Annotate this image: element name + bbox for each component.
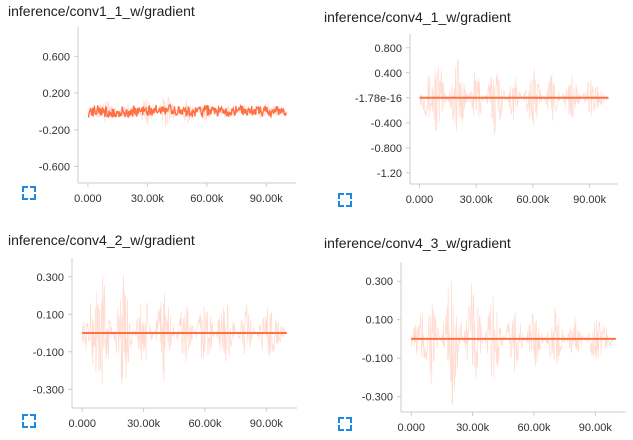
x-tick-label: 60.00k xyxy=(188,418,222,430)
y-tick-label: -0.300 xyxy=(362,392,393,404)
chart-card-conv4-2: inference/conv4_2_w/gradient 0.300 0.100 -0… xyxy=(0,226,316,440)
x-tick-label: 90.00k xyxy=(573,194,607,206)
chart-plot: 0.300 0.100 -0.100 -0.300 0.000 30.00k 60.00k 9… xyxy=(33,258,297,430)
x-tick-label: 0.000 xyxy=(68,418,96,430)
expand-icon-corner xyxy=(346,417,352,423)
expand-icon-corner xyxy=(30,414,36,420)
raw-series-line xyxy=(81,275,288,384)
x-tick-label: 0.000 xyxy=(74,193,102,205)
x-tick-label: 60.00k xyxy=(516,194,550,206)
y-tick-label: 0.800 xyxy=(374,43,402,55)
y-tick-label: 0.300 xyxy=(36,272,64,284)
fullscreen-expand-icon[interactable] xyxy=(338,417,352,431)
expand-icon-corner xyxy=(346,201,352,207)
chart-plot: 0.800 0.400 -1.78e-16 -0.400 -0.800 -1.20 0.00… xyxy=(355,34,618,206)
chart-title: inference/conv4_1_w/gradient xyxy=(324,9,511,25)
x-tick-label: 60.00k xyxy=(517,422,551,434)
x-tick-label: 60.00k xyxy=(190,193,224,205)
y-tick-label: -0.300 xyxy=(33,384,64,396)
y-tick-label: -0.600 xyxy=(39,161,70,173)
smoothed-series-line xyxy=(87,104,287,119)
fullscreen-expand-icon[interactable] xyxy=(22,186,36,200)
raw-series-line xyxy=(410,281,617,405)
expand-icon-corner xyxy=(22,414,28,420)
expand-icon-corner xyxy=(30,422,36,428)
y-tick-label: 0.600 xyxy=(42,51,70,63)
y-tick-label: 0.200 xyxy=(42,88,70,100)
x-tick-label: 30.00k xyxy=(127,418,161,430)
expand-icon-corner xyxy=(346,193,352,199)
chart-card-conv1-1: inference/conv1_1_w/gradient 0.600 0.200 -0… xyxy=(0,0,316,210)
y-tick-label: -1.78e-16 xyxy=(355,93,402,105)
fullscreen-expand-icon[interactable] xyxy=(338,193,352,207)
chart-card-conv4-3: inference/conv4_3_w/gradient 0.300 0.100 -0… xyxy=(316,226,633,440)
y-tick-label: -0.400 xyxy=(371,118,402,130)
expand-icon-corner xyxy=(30,186,36,192)
x-tick-label: 0.000 xyxy=(406,194,434,206)
expand-icon-corner xyxy=(22,186,28,192)
expand-icon-corner xyxy=(338,201,344,207)
chart-plot: 0.300 0.100 -0.100 -0.300 0.000 30.00k 60.00k 9… xyxy=(362,262,626,434)
x-tick-label: 30.00k xyxy=(460,194,494,206)
chart-title: inference/conv1_1_w/gradient xyxy=(8,3,195,19)
chart-title: inference/conv4_2_w/gradient xyxy=(8,232,195,248)
y-tick-label: -0.100 xyxy=(33,347,64,359)
x-tick-label: 90.00k xyxy=(579,422,613,434)
y-tick-label: -0.800 xyxy=(371,143,402,155)
expand-icon-corner xyxy=(338,193,344,199)
y-tick-label: 0.400 xyxy=(374,68,402,80)
expand-icon-corner xyxy=(30,194,36,200)
y-tick-label: -0.100 xyxy=(362,353,393,365)
y-tick-label: 0.300 xyxy=(365,276,393,288)
x-tick-label: 0.000 xyxy=(397,422,425,434)
fullscreen-expand-icon[interactable] xyxy=(22,414,36,428)
y-tick-label: -1.20 xyxy=(377,168,402,180)
expand-icon-corner xyxy=(346,425,352,431)
x-tick-label: 30.00k xyxy=(131,193,165,205)
x-tick-label: 90.00k xyxy=(250,418,284,430)
x-tick-label: 30.00k xyxy=(456,422,490,434)
expand-icon-corner xyxy=(338,425,344,431)
expand-icon-corner xyxy=(22,194,28,200)
y-tick-label: 0.100 xyxy=(36,309,64,321)
chart-title: inference/conv4_3_w/gradient xyxy=(324,235,511,251)
x-tick-label: 90.00k xyxy=(250,193,284,205)
expand-icon-corner xyxy=(338,417,344,423)
expand-icon-corner xyxy=(22,422,28,428)
chart-plot: 0.600 0.200 -0.200 -0.600 0.000 30.00k 60.00k 9… xyxy=(39,27,296,205)
y-tick-label: 0.100 xyxy=(365,315,393,327)
raw-series-line xyxy=(419,58,609,135)
chart-card-conv4-1: inference/conv4_1_w/gradient 0.800 0.400 -1… xyxy=(316,0,633,210)
y-tick-label: -0.200 xyxy=(39,125,70,137)
